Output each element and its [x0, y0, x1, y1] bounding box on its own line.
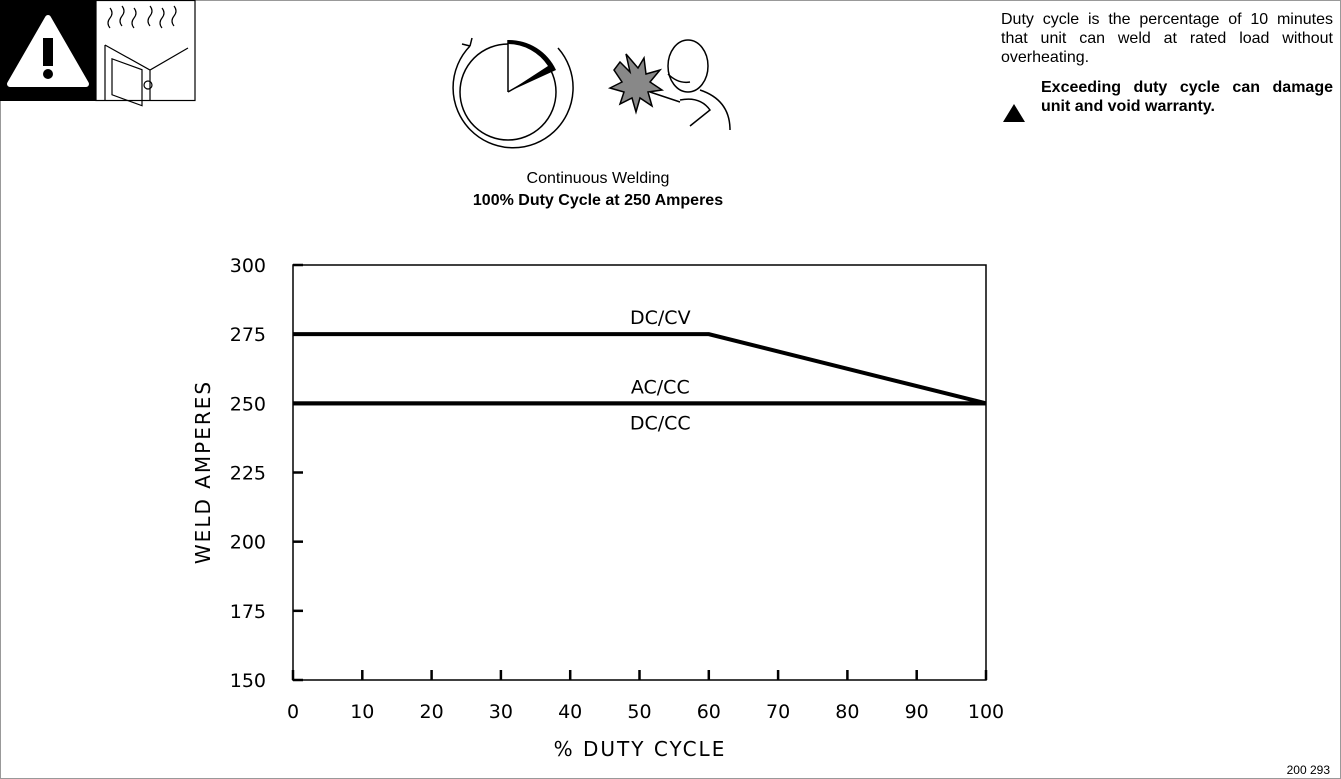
y-tick-label: 200 [230, 532, 266, 554]
clock-icon [452, 37, 574, 149]
y-tick-label: 225 [230, 463, 266, 485]
y-tick-label: 175 [230, 601, 266, 623]
y-tick-label: 150 [230, 670, 266, 692]
figure-number: 200 293 [1286, 763, 1330, 777]
data-line [293, 332, 987, 406]
x-axis-label: % DUTY CYCLE [554, 737, 727, 761]
series-label: AC/CC [631, 376, 690, 398]
y-tick-label: 300 [230, 255, 266, 277]
x-tick-label: 0 [287, 701, 299, 723]
x-tick-label: 30 [489, 701, 513, 723]
y-axis-label: WELD AMPERES [191, 380, 215, 564]
warning-bullet [1003, 104, 1025, 122]
warning-text: Exceeding duty cycle can damage unit and… [1041, 79, 1333, 115]
x-tick-label: 20 [420, 701, 444, 723]
x-tick-label: 100 [968, 701, 1004, 723]
x-tick-label: 10 [350, 701, 374, 723]
note-text: Duty cycle is the percentage of 10 minut… [1001, 11, 1333, 66]
x-tick-label: 90 [905, 701, 929, 723]
x-tick-label: 70 [766, 701, 790, 723]
caption-title: Continuous Welding [526, 170, 670, 187]
series-label: DC/CV [630, 307, 691, 329]
y-tick-label: 275 [230, 324, 266, 346]
hot-unit-icon [95, 0, 196, 107]
x-tick-label: 60 [697, 701, 721, 723]
caption-subtitle: 100% Duty Cycle at 250 Amperes [472, 192, 724, 209]
x-tick-label: 50 [627, 701, 651, 723]
welder-icon [607, 39, 731, 131]
y-tick-label: 250 [230, 393, 266, 415]
x-tick-label: 80 [835, 701, 859, 723]
x-tick-label: 40 [558, 701, 582, 723]
side-note: Duty cycle is the percentage of 10 minut… [1001, 10, 1333, 116]
warning-icon [0, 0, 96, 101]
series-label: DC/CC [630, 412, 691, 434]
